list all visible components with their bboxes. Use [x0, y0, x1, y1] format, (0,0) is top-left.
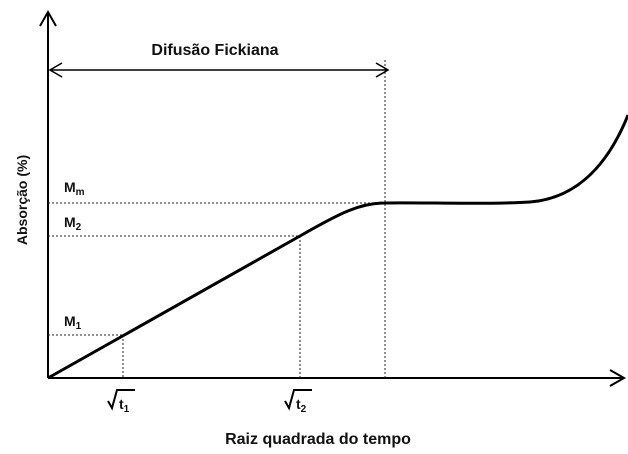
label: Mm: [64, 179, 85, 198]
label: t1: [119, 396, 130, 415]
label-sub: 2: [76, 222, 82, 233]
label-base: t: [119, 396, 124, 412]
absorption-curve: [47, 114, 628, 380]
label: M2: [64, 214, 82, 233]
label: M1: [64, 313, 82, 332]
label: t2: [296, 396, 307, 415]
sqrt-sign: [284, 389, 312, 411]
x-axis: [48, 369, 627, 387]
label-base: t: [296, 396, 301, 412]
sqrt-sign: [107, 389, 135, 411]
label-base: M: [64, 214, 76, 230]
x-axis-label: Raiz quadrada do tempo: [225, 431, 411, 448]
title: Difusão Fickiana: [151, 42, 278, 59]
label-sub: 2: [301, 404, 307, 415]
guide-lines: [48, 60, 386, 378]
fickian-range-arrow: [48, 62, 390, 78]
y-axis-label: Absorção (%): [14, 155, 30, 245]
label-sub: m: [76, 187, 85, 198]
label-sub: 1: [124, 404, 130, 415]
label-base: M: [64, 179, 76, 195]
label-base: M: [64, 313, 76, 329]
y-axis: [39, 9, 57, 378]
label-sub: 1: [76, 321, 82, 332]
